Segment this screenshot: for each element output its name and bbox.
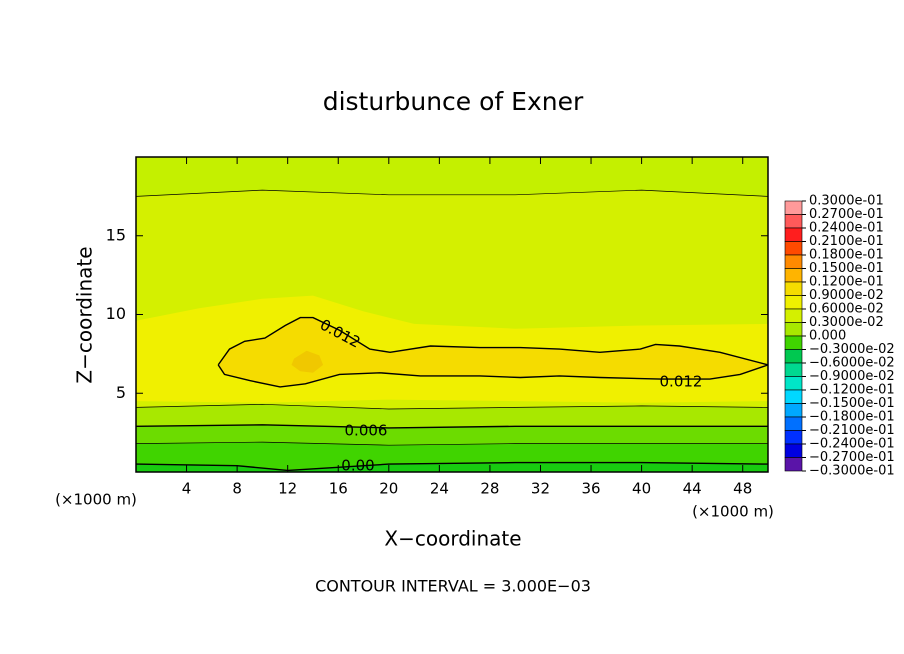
x-tick-label: 12 bbox=[278, 480, 297, 498]
colorbar-box bbox=[784, 281, 803, 296]
filled-region bbox=[218, 317, 768, 387]
y-axis-label: Z−coordinate bbox=[73, 246, 97, 383]
colorbar-label: −0.3000e-01 bbox=[809, 464, 895, 479]
x-tick-label: 40 bbox=[632, 480, 651, 498]
x-tick-label: 16 bbox=[329, 480, 348, 498]
colorbar-label: 0.1800e-01 bbox=[809, 248, 884, 263]
contour-line bbox=[136, 189, 768, 197]
colorbar-box bbox=[784, 349, 803, 364]
colorbar-label: 0.6000e-02 bbox=[809, 302, 884, 317]
y-tick-label: 15 bbox=[106, 225, 126, 244]
colorbar-box bbox=[784, 416, 803, 431]
colorbar-box bbox=[784, 335, 803, 350]
colorbar-box bbox=[784, 403, 803, 418]
colorbar-label: −0.6000e-02 bbox=[809, 356, 895, 371]
filled-region bbox=[136, 157, 768, 197]
colorbar-label: 0.9000e-02 bbox=[809, 288, 884, 303]
colorbar-box bbox=[784, 268, 803, 283]
x-tick-label: 20 bbox=[379, 480, 398, 498]
x-tick-label: 24 bbox=[430, 480, 449, 498]
colorbar-label: 0.2400e-01 bbox=[809, 221, 884, 236]
colorbar-box bbox=[784, 443, 803, 458]
x-tick-label: 8 bbox=[232, 480, 242, 498]
x-tick-label: 44 bbox=[683, 480, 702, 498]
colorbar-label: 0.1500e-01 bbox=[809, 261, 884, 276]
x-tick-label: 36 bbox=[581, 480, 600, 498]
x-tick-label: 48 bbox=[733, 480, 752, 498]
contour-label: 0.006 bbox=[345, 422, 388, 440]
x-tick-label: 28 bbox=[480, 480, 499, 498]
colorbar-label: 0.2700e-01 bbox=[809, 207, 884, 222]
colorbar-label: −0.2100e-01 bbox=[809, 423, 895, 438]
colorbar-box bbox=[784, 308, 803, 323]
colorbar-box bbox=[784, 457, 803, 472]
x-unit: (×1000 m) bbox=[692, 503, 774, 521]
x-tick-label: 32 bbox=[531, 480, 550, 498]
colorbar-box bbox=[784, 254, 803, 269]
colorbar-label: 0.2100e-01 bbox=[809, 234, 884, 249]
colorbar-box bbox=[784, 214, 803, 229]
footnote: CONTOUR INTERVAL = 3.000E−03 bbox=[315, 577, 591, 596]
contour-line bbox=[217, 316, 768, 388]
colorbar-label: −0.2400e-01 bbox=[809, 437, 895, 452]
colorbar-label: −0.1200e-01 bbox=[809, 383, 895, 398]
contour-label: 0.012 bbox=[660, 373, 703, 391]
contour-line bbox=[136, 403, 768, 410]
colorbar-label: −0.9000e-02 bbox=[809, 369, 895, 384]
contour-label: 0.00 bbox=[341, 457, 374, 475]
colorbar-box bbox=[784, 322, 803, 337]
colorbar-box bbox=[784, 241, 803, 256]
colorbar-box bbox=[784, 389, 803, 404]
contour-line bbox=[136, 441, 768, 446]
colorbar-label: −0.1500e-01 bbox=[809, 396, 895, 411]
contour-line bbox=[136, 424, 768, 429]
colorbar-box bbox=[784, 295, 803, 310]
colorbar-label: −0.3000e-02 bbox=[809, 342, 895, 357]
contour-line bbox=[136, 461, 768, 472]
filled-region bbox=[136, 462, 768, 472]
chart-title: disturbunce of Exner bbox=[323, 87, 584, 116]
colorbar-box bbox=[784, 227, 803, 242]
x-axis-label: X−coordinate bbox=[384, 527, 521, 551]
colorbar-label: 0.000 bbox=[809, 329, 846, 344]
colorbar-label: 0.1200e-01 bbox=[809, 275, 884, 290]
colorbar-box bbox=[784, 376, 803, 391]
x-tick-label: 4 bbox=[182, 480, 192, 498]
colorbar-label: 0.3000e-02 bbox=[809, 315, 884, 330]
filled-region bbox=[291, 350, 324, 373]
colorbar-label: 0.3000e-01 bbox=[809, 194, 884, 209]
colorbar-label: −0.1800e-01 bbox=[809, 410, 895, 425]
y-tick-label: 10 bbox=[106, 304, 126, 323]
y-tick-label: 5 bbox=[116, 383, 126, 402]
x-unit: (×1000 m) bbox=[55, 491, 137, 509]
colorbar-label: −0.2700e-01 bbox=[809, 450, 895, 465]
colorbar-box bbox=[784, 200, 803, 215]
colorbar-box bbox=[784, 362, 803, 377]
colorbar-box bbox=[784, 430, 803, 445]
